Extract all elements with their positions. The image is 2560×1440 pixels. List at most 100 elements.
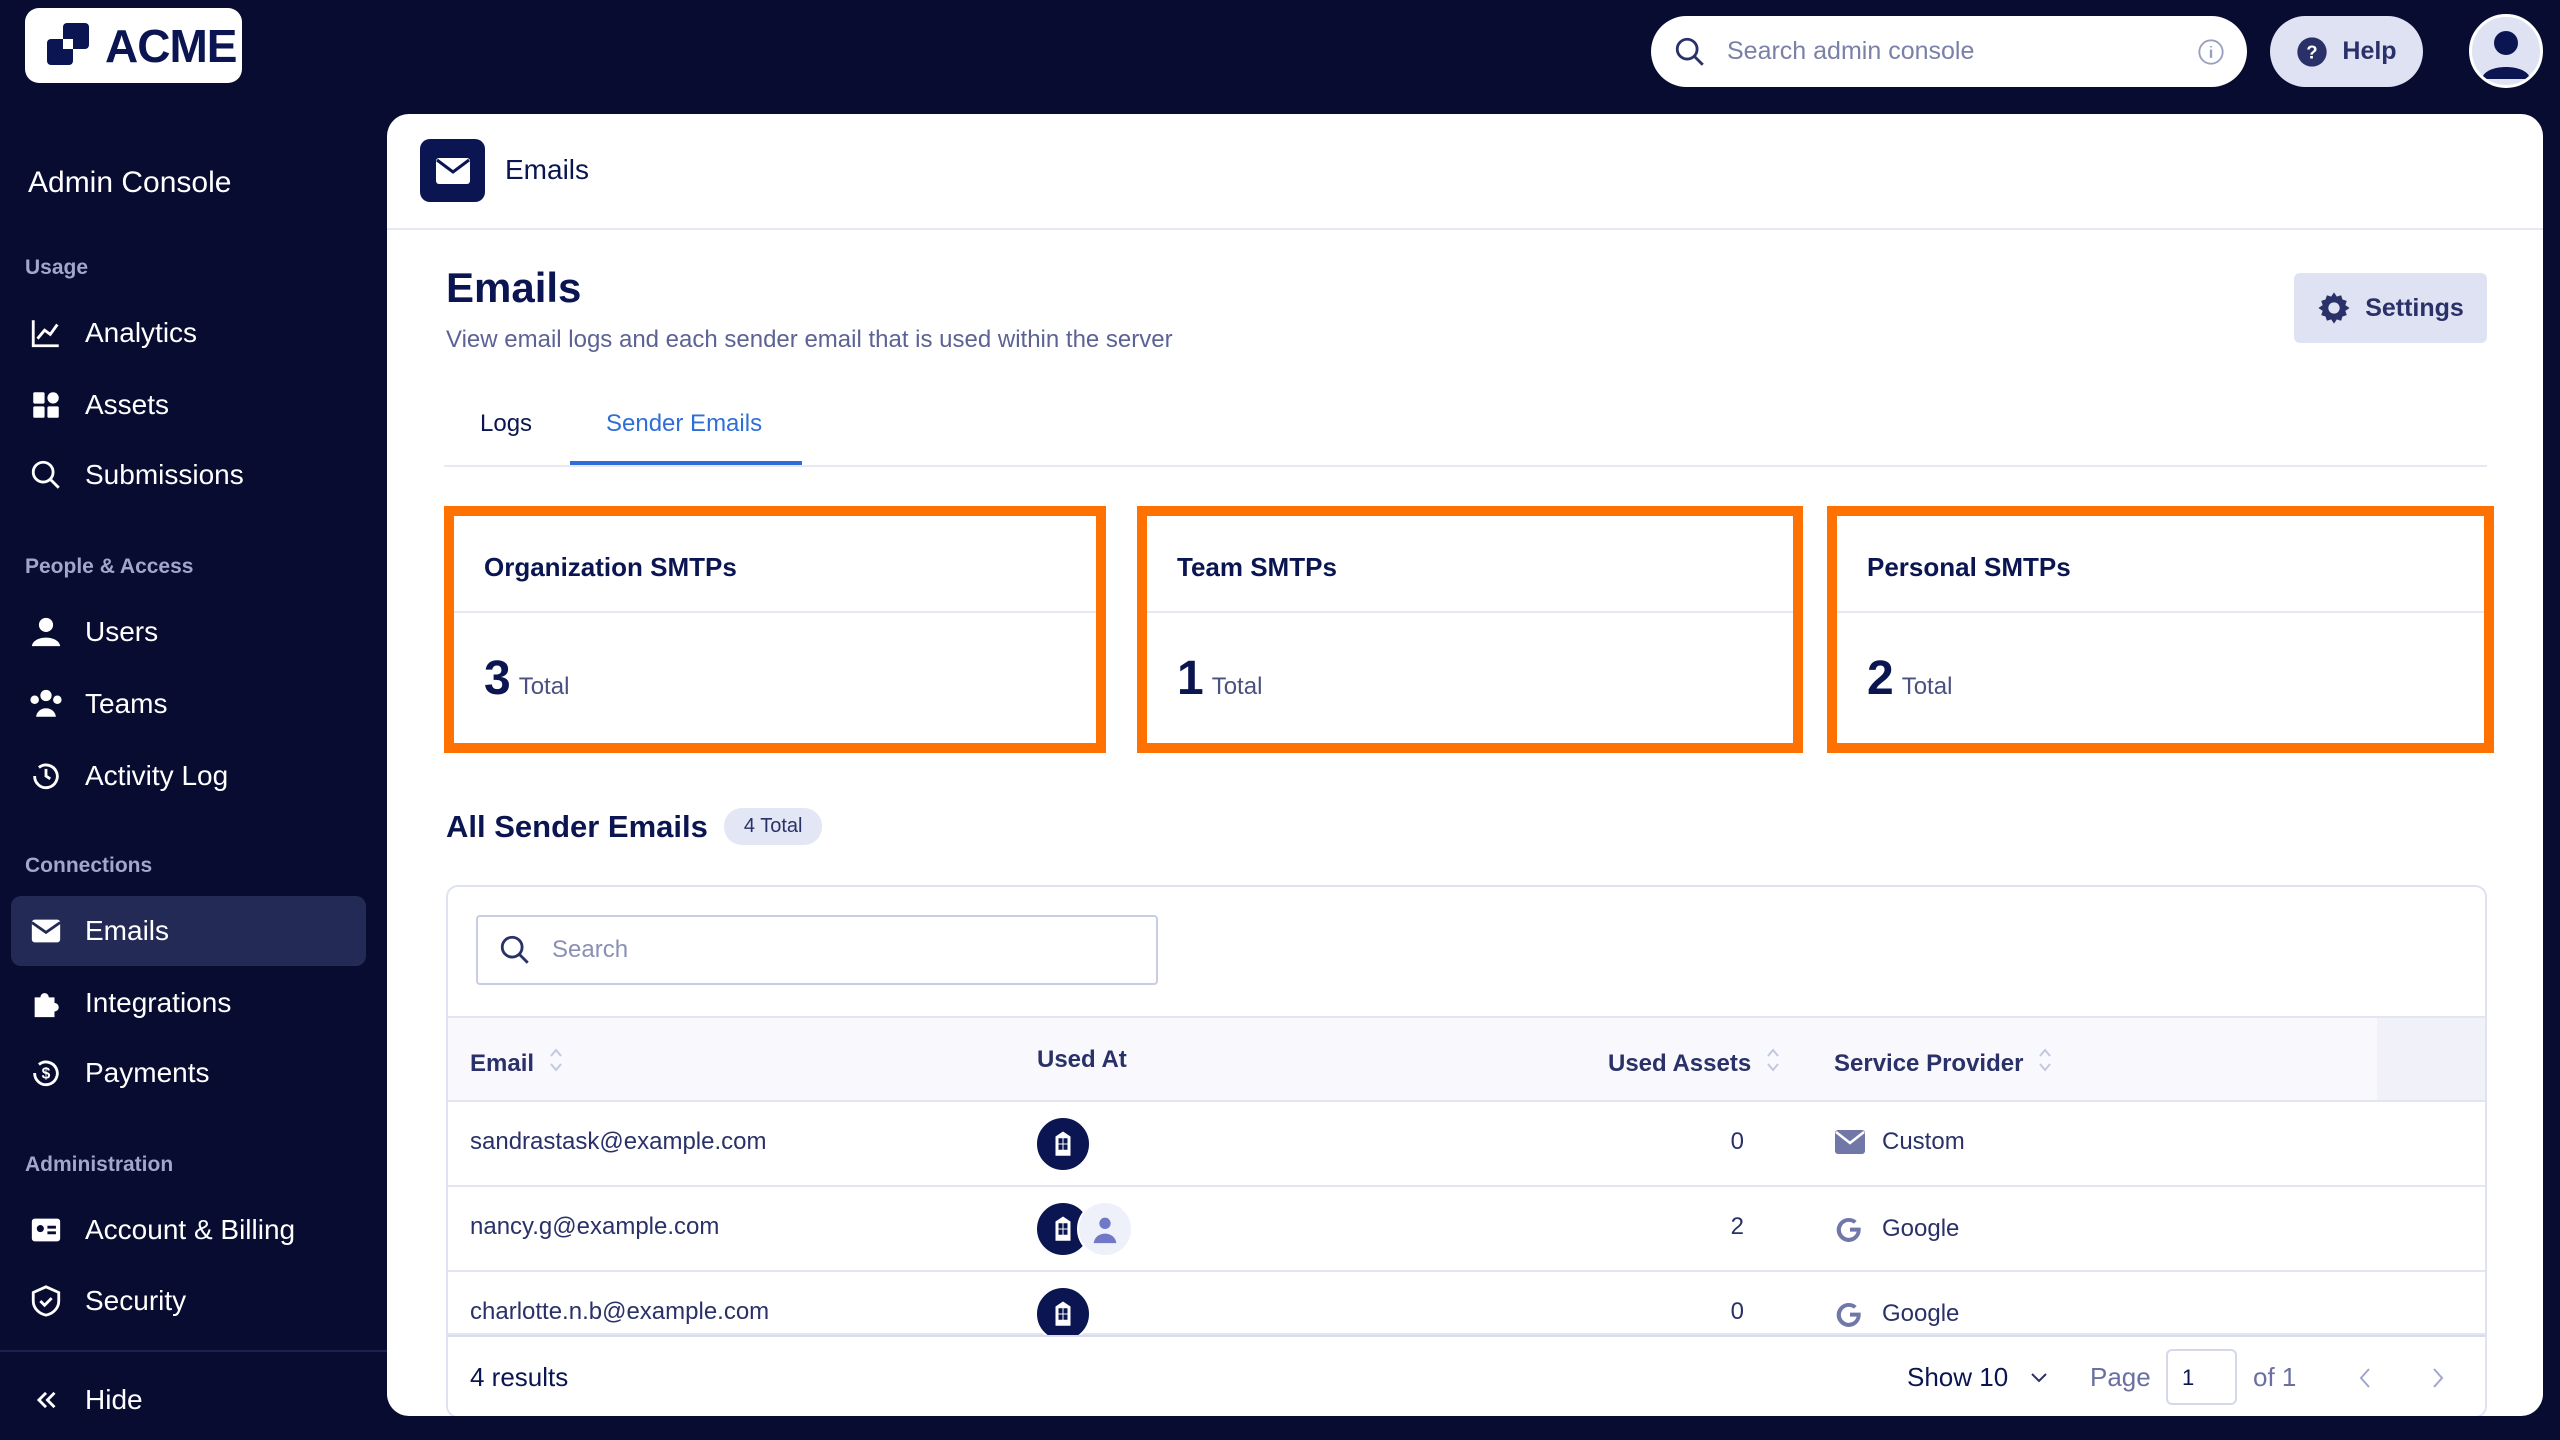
sidebar-section-label: Connections: [25, 854, 153, 877]
table-row[interactable]: sandrastask@example.com 0 Custom •••: [448, 1102, 2485, 1187]
column-service-provider[interactable]: Service Provider: [1834, 1046, 2053, 1081]
table-row[interactable]: nancy.g@example.com 2 Google •••: [448, 1187, 2485, 1272]
email-cell: charlotte.n.b@example.com: [470, 1298, 770, 1325]
chevron-down-icon: [2031, 1372, 2047, 1382]
all-sender-emails-title: All Sender Emails: [446, 808, 708, 844]
sidebar-item-submissions[interactable]: Submissions: [11, 440, 366, 510]
active-tab-indicator: [570, 461, 802, 465]
sidebar-section-label: People & Access: [25, 555, 194, 578]
tabs-divider: [444, 465, 2487, 467]
building-icon: [1053, 1301, 1073, 1328]
sort-icon[interactable]: [1765, 1046, 1781, 1081]
sidebar-item-account-billing[interactable]: Account & Billing: [11, 1195, 366, 1265]
sidebar-item-label: Assets: [85, 389, 170, 420]
search-placeholder: Search admin console: [1727, 37, 1975, 65]
table-header: Email Used At Used Assets Service Provid…: [448, 1016, 2485, 1102]
chevron-right-icon[interactable]: [2431, 1367, 2445, 1389]
sidebar-item-security[interactable]: Security: [11, 1266, 366, 1336]
search-icon: [31, 460, 60, 489]
tab-logs[interactable]: Logs: [480, 410, 533, 437]
sidebar-item-teams[interactable]: Teams: [11, 669, 366, 739]
user-avatar[interactable]: [2469, 14, 2543, 88]
settings-button[interactable]: Settings: [2294, 273, 2487, 343]
card-title: Organization SMTPs: [484, 552, 737, 582]
sidebar-section-label: Administration: [25, 1153, 174, 1176]
sidebar-item-users[interactable]: Users: [11, 597, 366, 667]
user-icon: [2482, 31, 2530, 79]
envelope-icon: [1835, 1130, 1865, 1154]
help-button[interactable]: ? Help: [2270, 16, 2423, 87]
sidebar-item-label: Account & Billing: [85, 1214, 296, 1245]
sender-emails-table: Search Email Used At Used Assets Service…: [446, 885, 2487, 1416]
history-icon: [33, 763, 59, 790]
card-unit: Total: [518, 673, 570, 700]
search-placeholder: Search: [552, 936, 629, 963]
card-count: 2: [1867, 652, 1894, 705]
page-number-input[interactable]: 1: [2166, 1349, 2237, 1405]
results-count: 4 results: [470, 1362, 569, 1392]
page-size-select[interactable]: Show 10: [1907, 1362, 2048, 1393]
emails-header-icon: [420, 139, 485, 202]
question-icon: ?: [2297, 36, 2328, 67]
search-icon: [500, 935, 529, 964]
hide-sidebar-button[interactable]: Hide: [11, 1365, 366, 1435]
card-unit: Total: [1901, 673, 1953, 700]
sort-icon[interactable]: [548, 1046, 564, 1081]
sidebar-item-label: Activity Log: [85, 760, 229, 791]
header-divider: [387, 228, 2543, 230]
user-icon: [31, 617, 61, 647]
help-label: Help: [2342, 37, 2397, 65]
sidebar-item-label: Teams: [85, 688, 168, 719]
sort-icon[interactable]: [2037, 1046, 2053, 1081]
sidebar-item-emails[interactable]: Emails: [11, 896, 366, 966]
logo-text: ACME: [105, 19, 237, 72]
acme-logo[interactable]: ACME: [25, 8, 242, 83]
sidebar-item-analytics[interactable]: Analytics: [11, 298, 366, 368]
gear-icon: [2318, 292, 2350, 324]
google-icon: [1836, 1302, 1861, 1327]
used-assets-cell: 2: [1730, 1213, 1744, 1240]
building-icon: [1053, 1216, 1073, 1243]
user-badge: [1077, 1201, 1133, 1257]
table-search-input[interactable]: Search: [476, 915, 1158, 985]
envelope-icon: [435, 157, 470, 184]
chevron-left-icon[interactable]: [2358, 1367, 2372, 1389]
sidebar-item-assets[interactable]: Assets: [11, 370, 366, 440]
sidebar-item-label: Analytics: [85, 317, 198, 348]
column-used-at: Used At: [1037, 1046, 1127, 1073]
header-title: Emails: [505, 154, 590, 185]
shield-icon: [31, 1285, 61, 1317]
email-cell: nancy.g@example.com: [470, 1213, 720, 1240]
tab-sender-emails[interactable]: Sender Emails: [606, 410, 763, 437]
used-assets-cell: 0: [1730, 1128, 1744, 1155]
main-panel: Emails Emails View email logs and each s…: [387, 114, 2543, 1416]
svg-text:$: $: [42, 1066, 51, 1083]
page-subtitle: View email logs and each sender email th…: [446, 326, 1173, 353]
provider-cell: Google: [1834, 1298, 1959, 1330]
console-title: Admin Console: [28, 166, 232, 199]
card-unit: Total: [1211, 673, 1263, 700]
page-label: Page: [2090, 1362, 2151, 1392]
info-icon[interactable]: [2197, 38, 2225, 66]
admin-search-input[interactable]: Search admin console: [1651, 16, 2247, 87]
card-count: 1: [1177, 652, 1204, 705]
team-icon: [30, 689, 62, 717]
provider-cell: Custom: [1834, 1128, 1965, 1156]
section-title: All Sender Emails 4 Total: [446, 808, 823, 845]
used-at-cell: [1035, 1116, 1091, 1172]
sidebar-item-activity-log[interactable]: Activity Log: [11, 741, 366, 811]
sidebar-item-label: Security: [85, 1285, 187, 1316]
organization-badge: [1035, 1286, 1091, 1342]
column-used-assets[interactable]: Used Assets: [1608, 1046, 1781, 1081]
card-title: Team SMTPs: [1177, 552, 1337, 582]
sidebar-item-integrations[interactable]: Integrations: [11, 968, 366, 1038]
column-email[interactable]: Email: [470, 1046, 564, 1081]
sidebar-item-payments[interactable]: $ Payments: [11, 1038, 366, 1108]
puzzle-icon: [34, 993, 59, 1018]
grid-icon: [33, 392, 59, 418]
table-row[interactable]: charlotte.n.b@example.com 0 Google •••: [448, 1272, 2485, 1342]
provider-cell: Google: [1834, 1213, 1959, 1245]
sidebar-section-label: Usage: [25, 256, 89, 279]
google-icon: [1836, 1217, 1861, 1242]
total-badge: 4 Total: [723, 808, 823, 845]
